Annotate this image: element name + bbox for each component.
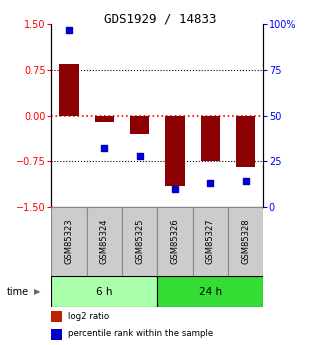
- Text: 24 h: 24 h: [199, 287, 222, 296]
- Text: log2 ratio: log2 ratio: [68, 312, 109, 321]
- Bar: [51, 311, 62, 322]
- Bar: [236, 116, 255, 167]
- Bar: [157, 276, 263, 307]
- Bar: [193, 207, 228, 276]
- Text: GSM85327: GSM85327: [206, 219, 215, 264]
- Bar: [51, 207, 87, 276]
- Bar: [157, 207, 193, 276]
- Text: 6 h: 6 h: [96, 287, 113, 296]
- Bar: [122, 207, 157, 276]
- Bar: [87, 207, 122, 276]
- Point: [66, 27, 72, 32]
- Bar: [228, 207, 263, 276]
- Bar: [51, 276, 157, 307]
- Bar: [51, 329, 62, 340]
- Text: GDS1929 / 14833: GDS1929 / 14833: [104, 12, 217, 25]
- Text: time: time: [6, 287, 29, 296]
- Bar: [165, 116, 185, 186]
- Point: [208, 180, 213, 186]
- Point: [243, 179, 248, 184]
- Text: GSM85324: GSM85324: [100, 219, 109, 264]
- Point: [102, 146, 107, 151]
- Text: GSM85326: GSM85326: [170, 219, 179, 264]
- Text: ▶: ▶: [34, 287, 40, 296]
- Bar: [59, 64, 79, 116]
- Text: GSM85325: GSM85325: [135, 219, 144, 264]
- Text: percentile rank within the sample: percentile rank within the sample: [68, 329, 214, 338]
- Bar: [201, 116, 220, 161]
- Point: [172, 186, 178, 191]
- Bar: [130, 116, 149, 134]
- Text: GSM85328: GSM85328: [241, 219, 250, 264]
- Point: [137, 153, 142, 159]
- Text: GSM85323: GSM85323: [65, 219, 74, 264]
- Bar: [95, 116, 114, 122]
